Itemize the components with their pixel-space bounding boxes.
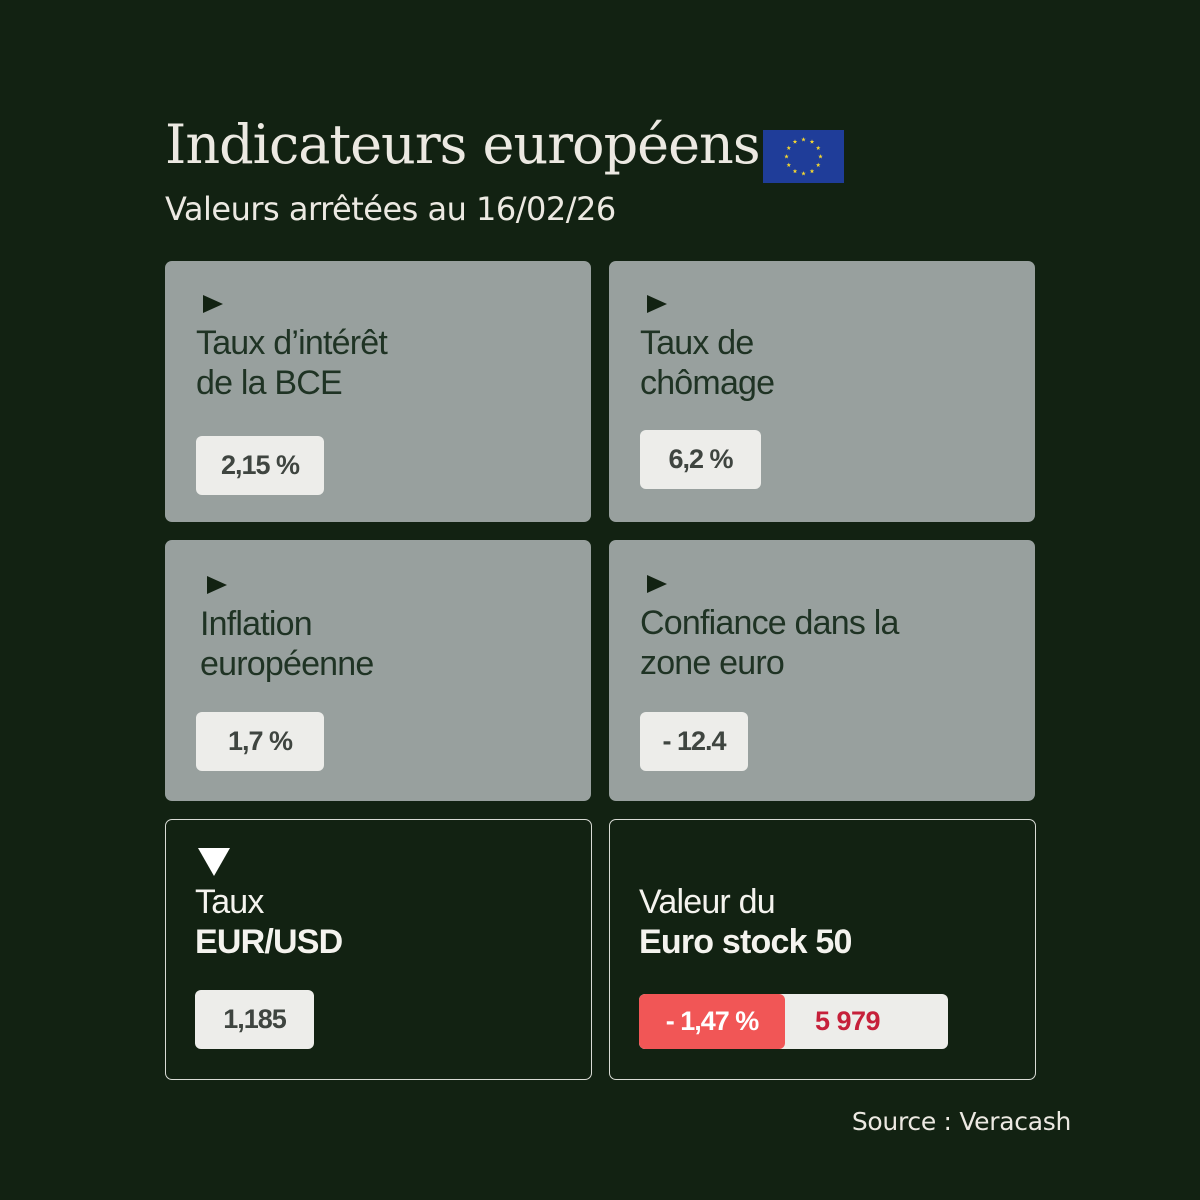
value-badge: 2,15 % bbox=[196, 436, 324, 495]
euro-stoxx-value-bar: - 1,47 % 5 979 bbox=[639, 994, 948, 1049]
card-eur-usd: Taux EUR/USD 1,185 bbox=[165, 819, 592, 1080]
card-label: Taux de chômage bbox=[640, 324, 775, 402]
flag-star bbox=[815, 162, 821, 167]
page-subtitle: Valeurs arrêtées au 16/02/26 bbox=[165, 190, 616, 228]
flag-star bbox=[792, 168, 798, 174]
card-label: Confiance dans la zone euro bbox=[640, 604, 899, 682]
card-label: Taux d’intérêt de la BCE bbox=[196, 324, 388, 402]
flag-star bbox=[784, 154, 789, 159]
value-badge: 1,185 bbox=[195, 990, 314, 1049]
flag-star bbox=[792, 139, 798, 144]
index-value: 5 979 bbox=[815, 1006, 881, 1036]
card-euro-stoxx: Valeur du Euro stock 50 bbox=[609, 819, 1036, 1080]
card-confidence: Confiance dans la zone euro - 12.4 bbox=[609, 540, 1035, 801]
flag-star bbox=[801, 171, 806, 176]
card-inflation: Inflation européenne 1,7 % bbox=[165, 540, 591, 801]
card-bce-rate: Taux d’intérêt de la BCE 2,15 % bbox=[165, 261, 591, 522]
down-triangle-icon bbox=[198, 848, 230, 876]
value-badge: 1,7 % bbox=[196, 712, 324, 771]
play-triangle-icon bbox=[207, 576, 227, 594]
card-unemployment: Taux de chômage 6,2 % bbox=[609, 261, 1035, 522]
flag-star bbox=[786, 162, 792, 167]
play-triangle-icon bbox=[647, 575, 667, 593]
eu-flag-icon bbox=[763, 130, 844, 183]
card-label: Inflation européenne bbox=[200, 605, 374, 683]
flag-star bbox=[809, 168, 815, 174]
play-triangle-icon bbox=[203, 295, 223, 313]
value-badge: 6,2 % bbox=[640, 430, 761, 489]
flag-star bbox=[801, 137, 806, 142]
flag-star bbox=[809, 139, 815, 144]
page-title: Indicateurs européens bbox=[165, 113, 761, 176]
card-label: Taux EUR/USD bbox=[195, 883, 343, 961]
flag-star bbox=[786, 145, 792, 150]
source-note: Source : Veracash bbox=[851, 1107, 1071, 1136]
change-badge: - 1,47 % bbox=[639, 994, 785, 1049]
flag-star bbox=[818, 154, 823, 159]
value-badge: - 12.4 bbox=[640, 712, 748, 771]
card-label: Valeur du Euro stock 50 bbox=[639, 883, 852, 961]
flag-star bbox=[815, 145, 821, 150]
play-triangle-icon bbox=[647, 295, 667, 313]
